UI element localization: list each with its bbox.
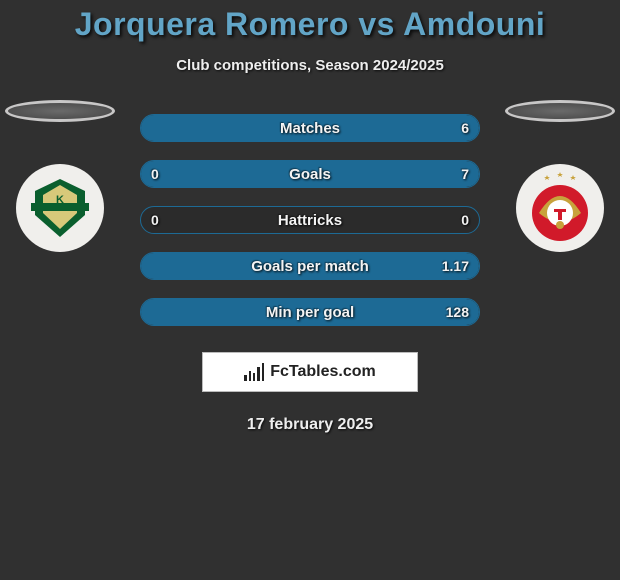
stat-row: 0Hattricks0 — [140, 206, 480, 234]
comparison-panel: K Matches6 0Goals7 0Hattricks0 Goals per ma… — [0, 114, 620, 326]
svg-text:K: K — [56, 194, 64, 206]
right-team-crest — [516, 164, 604, 252]
stat-label: Goals per match — [141, 258, 479, 275]
stat-row: Matches6 — [140, 114, 480, 142]
stat-label: Goals — [141, 166, 479, 183]
moreirense-crest-icon: K — [25, 173, 95, 243]
stats-list: Matches6 0Goals7 0Hattricks0 Goals per matc… — [140, 114, 480, 326]
benfica-crest-icon — [521, 169, 599, 247]
bar-chart-icon — [244, 363, 264, 381]
stat-row: Goals per match1.17 — [140, 252, 480, 280]
right-team-column — [500, 100, 620, 252]
left-team-column: K — [0, 100, 120, 252]
stat-label: Hattricks — [141, 212, 479, 229]
stat-row: 0Goals7 — [140, 160, 480, 188]
left-player-placeholder — [5, 100, 115, 122]
date-text: 17 february 2025 — [0, 416, 620, 434]
page-title: Jorquera Romero vs Amdouni — [0, 6, 620, 43]
right-player-placeholder — [505, 100, 615, 122]
brand-badge: FcTables.com — [202, 352, 418, 392]
stat-label: Matches — [141, 120, 479, 137]
brand-text: FcTables.com — [270, 363, 376, 381]
infographic-root: Jorquera Romero vs Amdouni Club competit… — [0, 0, 620, 434]
stat-label: Min per goal — [141, 304, 479, 321]
stat-row: Min per goal128 — [140, 298, 480, 326]
subtitle: Club competitions, Season 2024/2025 — [0, 57, 620, 74]
left-team-crest: K — [16, 164, 104, 252]
